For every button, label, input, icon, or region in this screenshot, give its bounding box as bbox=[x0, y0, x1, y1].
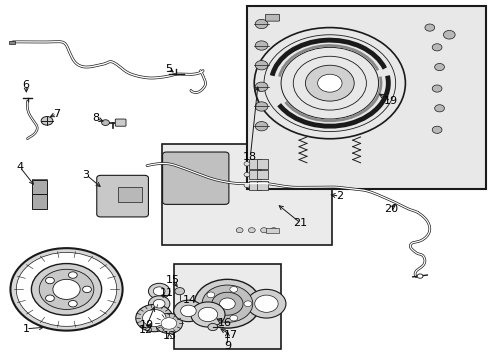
Circle shape bbox=[136, 305, 172, 332]
Bar bbox=[161, 144, 331, 244]
Bar bbox=[173, 264, 281, 348]
Text: 8: 8 bbox=[92, 113, 99, 123]
Bar bbox=[9, 41, 15, 44]
Circle shape bbox=[317, 74, 341, 92]
Circle shape bbox=[246, 289, 285, 318]
Circle shape bbox=[202, 285, 252, 322]
Circle shape bbox=[31, 264, 102, 315]
Circle shape bbox=[255, 102, 267, 111]
Circle shape bbox=[219, 298, 235, 310]
Circle shape bbox=[148, 296, 169, 312]
Text: 5: 5 bbox=[165, 64, 172, 74]
Text: 3: 3 bbox=[82, 170, 89, 180]
Circle shape bbox=[148, 283, 169, 299]
Circle shape bbox=[434, 63, 444, 71]
Circle shape bbox=[211, 292, 243, 315]
Circle shape bbox=[82, 286, 91, 293]
FancyBboxPatch shape bbox=[97, 175, 148, 217]
Circle shape bbox=[255, 19, 267, 29]
Circle shape bbox=[153, 287, 164, 296]
Bar bbox=[249, 181, 261, 190]
Circle shape bbox=[236, 228, 243, 233]
Bar bbox=[32, 194, 47, 210]
Circle shape bbox=[416, 274, 422, 278]
Circle shape bbox=[174, 288, 184, 295]
Bar bbox=[246, 6, 485, 189]
Text: 15: 15 bbox=[165, 275, 179, 285]
Text: 1: 1 bbox=[22, 324, 29, 334]
Text: 20: 20 bbox=[383, 204, 397, 214]
Circle shape bbox=[255, 82, 267, 91]
Text: 16: 16 bbox=[218, 319, 231, 328]
Circle shape bbox=[45, 277, 54, 284]
Bar bbox=[266, 228, 278, 233]
Circle shape bbox=[244, 183, 249, 188]
Circle shape bbox=[39, 269, 94, 310]
Circle shape bbox=[190, 302, 224, 327]
Circle shape bbox=[180, 305, 196, 317]
Text: 21: 21 bbox=[293, 218, 307, 228]
Circle shape bbox=[431, 85, 441, 92]
Text: 17: 17 bbox=[224, 330, 238, 340]
Circle shape bbox=[255, 122, 267, 131]
Text: 4: 4 bbox=[17, 162, 24, 172]
Circle shape bbox=[244, 301, 251, 307]
Circle shape bbox=[206, 292, 214, 298]
Bar bbox=[118, 187, 142, 202]
Text: 11: 11 bbox=[159, 288, 173, 298]
Circle shape bbox=[244, 162, 249, 166]
Bar bbox=[256, 170, 268, 179]
Text: 14: 14 bbox=[182, 295, 196, 305]
Circle shape bbox=[443, 31, 454, 39]
Circle shape bbox=[194, 279, 260, 328]
Circle shape bbox=[16, 252, 117, 326]
Circle shape bbox=[68, 272, 77, 278]
Circle shape bbox=[142, 310, 165, 327]
Bar bbox=[32, 180, 47, 195]
Circle shape bbox=[260, 228, 267, 233]
Bar bbox=[256, 181, 268, 190]
Circle shape bbox=[173, 300, 203, 321]
FancyBboxPatch shape bbox=[265, 14, 279, 21]
Bar bbox=[256, 159, 268, 168]
Circle shape bbox=[305, 65, 353, 101]
Text: 7: 7 bbox=[53, 109, 60, 119]
Circle shape bbox=[424, 24, 434, 31]
Circle shape bbox=[248, 228, 255, 233]
Circle shape bbox=[206, 310, 214, 315]
Circle shape bbox=[207, 323, 217, 330]
Circle shape bbox=[41, 117, 53, 125]
Circle shape bbox=[53, 279, 80, 300]
Bar bbox=[249, 170, 261, 179]
FancyBboxPatch shape bbox=[162, 152, 228, 204]
Text: 2: 2 bbox=[335, 191, 343, 201]
Text: 9: 9 bbox=[224, 341, 230, 351]
Text: 19: 19 bbox=[383, 96, 397, 106]
Text: 18: 18 bbox=[243, 152, 257, 162]
Circle shape bbox=[229, 315, 237, 321]
Circle shape bbox=[255, 41, 267, 50]
Text: 10: 10 bbox=[140, 320, 154, 330]
Circle shape bbox=[102, 120, 109, 126]
Circle shape bbox=[68, 301, 77, 307]
FancyBboxPatch shape bbox=[115, 119, 126, 126]
Circle shape bbox=[45, 295, 54, 301]
Circle shape bbox=[431, 44, 441, 51]
Circle shape bbox=[244, 172, 249, 177]
Circle shape bbox=[198, 307, 217, 321]
Bar bbox=[249, 159, 261, 168]
Text: 13: 13 bbox=[162, 331, 176, 341]
Text: 12: 12 bbox=[139, 325, 153, 335]
Circle shape bbox=[255, 60, 267, 70]
Circle shape bbox=[270, 228, 277, 233]
Circle shape bbox=[153, 300, 164, 308]
Circle shape bbox=[434, 105, 444, 112]
Text: 6: 6 bbox=[22, 80, 29, 90]
Circle shape bbox=[10, 248, 122, 330]
Circle shape bbox=[254, 295, 278, 312]
Circle shape bbox=[155, 314, 182, 333]
Circle shape bbox=[229, 287, 237, 292]
Circle shape bbox=[431, 126, 441, 134]
Circle shape bbox=[161, 318, 176, 329]
